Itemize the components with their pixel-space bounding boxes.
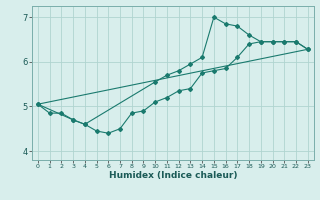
X-axis label: Humidex (Indice chaleur): Humidex (Indice chaleur): [108, 171, 237, 180]
